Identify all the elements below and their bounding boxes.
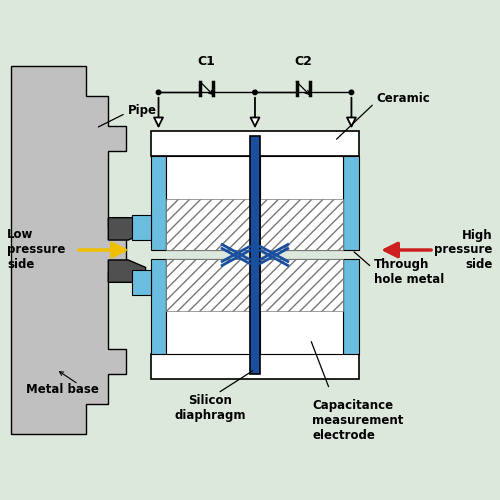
Text: C2: C2 <box>294 54 312 68</box>
Bar <box>150 260 166 354</box>
Text: High
pressure
side: High pressure side <box>434 228 492 272</box>
Bar <box>166 260 250 354</box>
Bar <box>150 131 360 156</box>
Bar <box>260 156 344 250</box>
Bar <box>132 270 150 294</box>
Text: Metal base: Metal base <box>26 382 99 396</box>
Bar <box>344 260 359 354</box>
Circle shape <box>349 90 354 94</box>
Bar <box>166 198 250 250</box>
Text: Capacitance
measurement
electrode: Capacitance measurement electrode <box>312 399 404 442</box>
Bar <box>260 260 344 354</box>
Bar <box>260 260 344 312</box>
Text: C1: C1 <box>198 54 216 68</box>
Bar <box>166 156 250 250</box>
Text: Through
hole metal: Through hole metal <box>374 258 444 286</box>
Bar <box>250 136 260 374</box>
Text: Pipe: Pipe <box>128 104 157 118</box>
Bar <box>132 215 150 240</box>
Bar <box>150 354 360 379</box>
Text: Low
pressure
side: Low pressure side <box>8 228 66 272</box>
Polygon shape <box>12 66 126 434</box>
Text: Silicon
diaphragm: Silicon diaphragm <box>174 394 246 422</box>
Bar <box>344 156 359 250</box>
Bar <box>150 156 166 250</box>
Text: Ceramic: Ceramic <box>377 92 430 105</box>
Polygon shape <box>108 260 146 282</box>
Polygon shape <box>108 218 146 240</box>
Circle shape <box>156 90 160 94</box>
Bar <box>166 260 250 312</box>
Circle shape <box>252 90 257 94</box>
Bar <box>260 198 344 250</box>
